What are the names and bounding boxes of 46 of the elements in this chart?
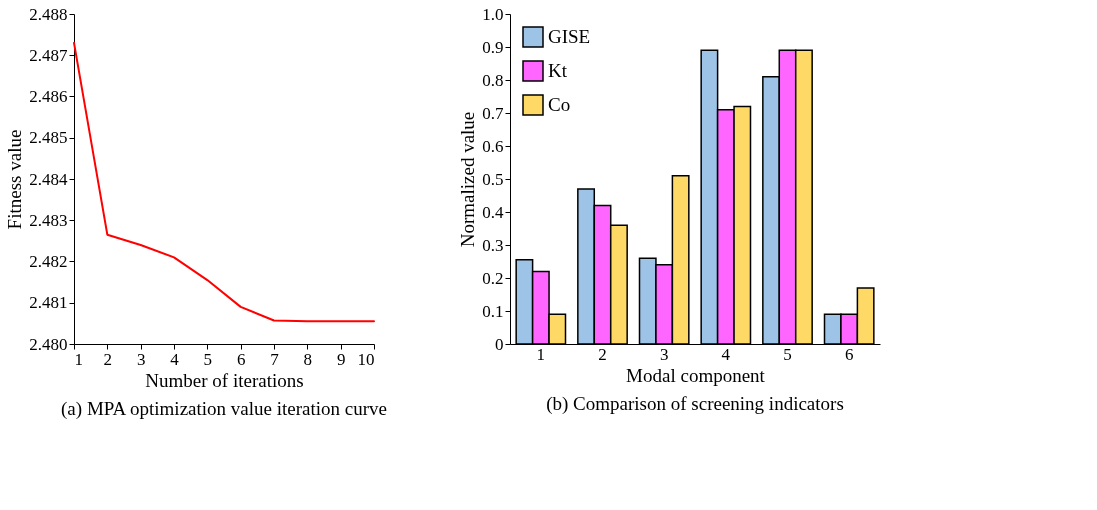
y-tick-label: 0.5 [482, 169, 504, 189]
x-tick-label: 2 [598, 344, 607, 364]
y-tick-label: 2.481 [29, 293, 68, 313]
x-tick-label: 1 [536, 344, 546, 364]
y-tick-label: 2.487 [29, 45, 68, 65]
x-tick-label: 4 [170, 349, 180, 369]
y-tick-label: 2.488 [29, 4, 68, 24]
x-tick-label: 3 [659, 344, 669, 364]
y-tick-label: 2.485 [29, 128, 68, 148]
legend-label: Co [548, 94, 571, 115]
x-tick-label: 6 [844, 344, 854, 364]
x-tick-label: 10 [357, 349, 375, 369]
y-tick-label: 0.9 [482, 37, 504, 57]
x-tick-label: 5 [203, 349, 213, 369]
x-tick-label: 1 [74, 349, 83, 369]
legend-label: Kt [548, 60, 568, 81]
x-tick-label: 8 [303, 349, 313, 369]
y-axis-title: Normalized value [457, 111, 479, 248]
y-tick-label: 0.6 [482, 136, 504, 156]
y-axis-title: Fitness value [4, 129, 26, 230]
y-tick-label: 2.482 [29, 252, 68, 271]
y-tick-label: 0.2 [482, 268, 504, 288]
x-tick-label: 7 [270, 349, 280, 369]
line-series [73, 41, 375, 323]
y-tick-label: 0.3 [482, 235, 504, 255]
y-tick-label: 0.4 [482, 202, 504, 222]
x-tick-label: 3 [136, 349, 146, 369]
x-tick-label: 5 [783, 344, 792, 364]
legend-label: GISE [548, 26, 591, 47]
y-tick-label: 2.484 [29, 169, 68, 189]
x-axis-title: Number of iterations [145, 369, 304, 391]
y-tick-label: 2.480 [29, 334, 68, 354]
text: (b) Comparison of screening indicators [546, 393, 844, 415]
x-tick-label: 6 [236, 349, 246, 369]
y-tick-label: 2.483 [29, 210, 68, 230]
x-tick-label: 9 [336, 349, 346, 369]
y-tick-label: 0.7 [482, 103, 504, 123]
x-tick-label: 2 [103, 349, 113, 369]
text: (a) MPA optimization value iteration curve [61, 398, 387, 420]
y-tick-label: 0 [495, 334, 504, 354]
x-axis-title: Modal component [626, 364, 766, 386]
y-tick-label: 0.1 [482, 301, 504, 321]
y-tick-label: 2.486 [29, 87, 68, 106]
y-tick-label: 1.0 [482, 4, 504, 24]
y-tick-label: 0.8 [482, 70, 504, 90]
x-tick-label: 4 [721, 344, 731, 364]
